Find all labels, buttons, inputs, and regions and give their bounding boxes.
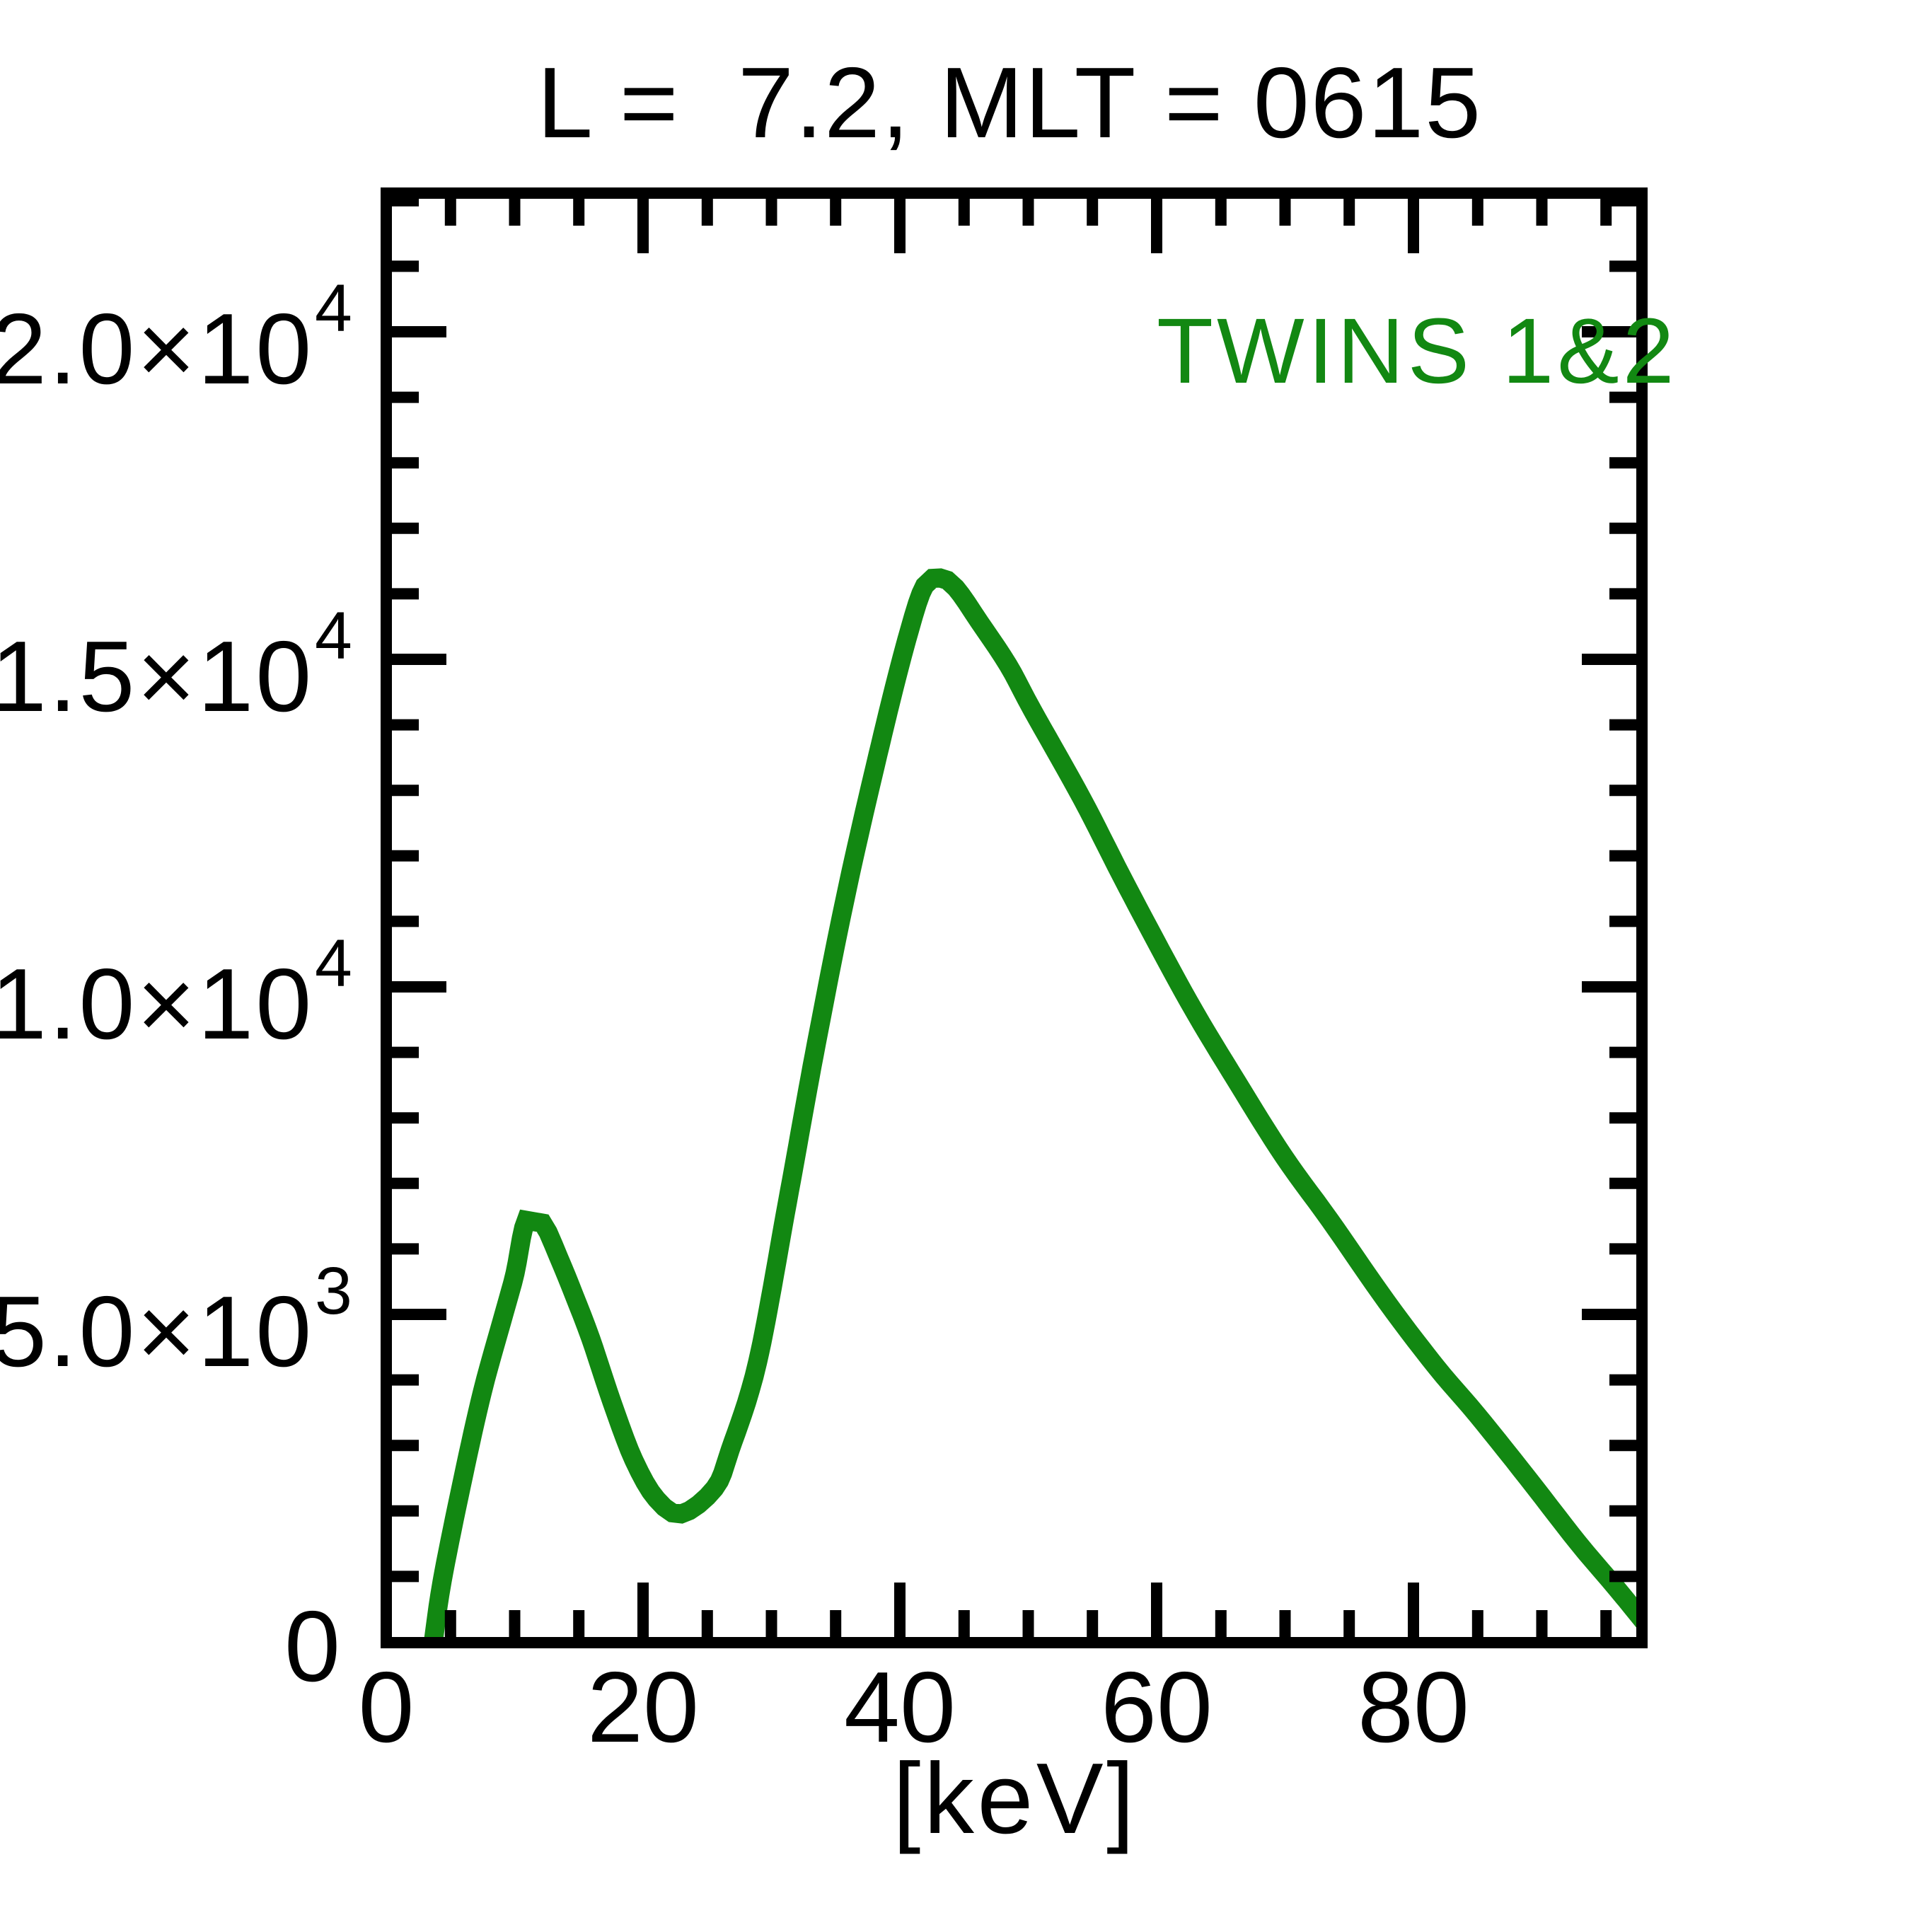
svg-text:4: 4 [315, 926, 352, 1001]
svg-text:[keV]: [keV] [893, 1742, 1138, 1855]
svg-text:20: 20 [587, 1651, 699, 1764]
svg-text:2.0×10: 2.0×10 [0, 293, 313, 405]
svg-text:3: 3 [315, 1254, 352, 1329]
svg-text:40: 40 [844, 1651, 956, 1764]
svg-text:60: 60 [1101, 1651, 1213, 1764]
svg-text:0: 0 [359, 1651, 415, 1764]
svg-text:L = 7.2, MLT = 0615: L = 7.2, MLT = 0615 [537, 47, 1482, 159]
svg-text:4: 4 [315, 271, 352, 346]
svg-text:0: 0 [284, 1590, 340, 1703]
svg-text:4: 4 [315, 598, 352, 673]
svg-text:TWINS 1&2: TWINS 1&2 [1157, 299, 1678, 403]
svg-text:1.5×10: 1.5×10 [0, 620, 313, 733]
svg-text:5.0×10: 5.0×10 [0, 1276, 313, 1388]
svg-text:1.0×10: 1.0×10 [0, 948, 313, 1060]
svg-text:80: 80 [1358, 1651, 1469, 1764]
